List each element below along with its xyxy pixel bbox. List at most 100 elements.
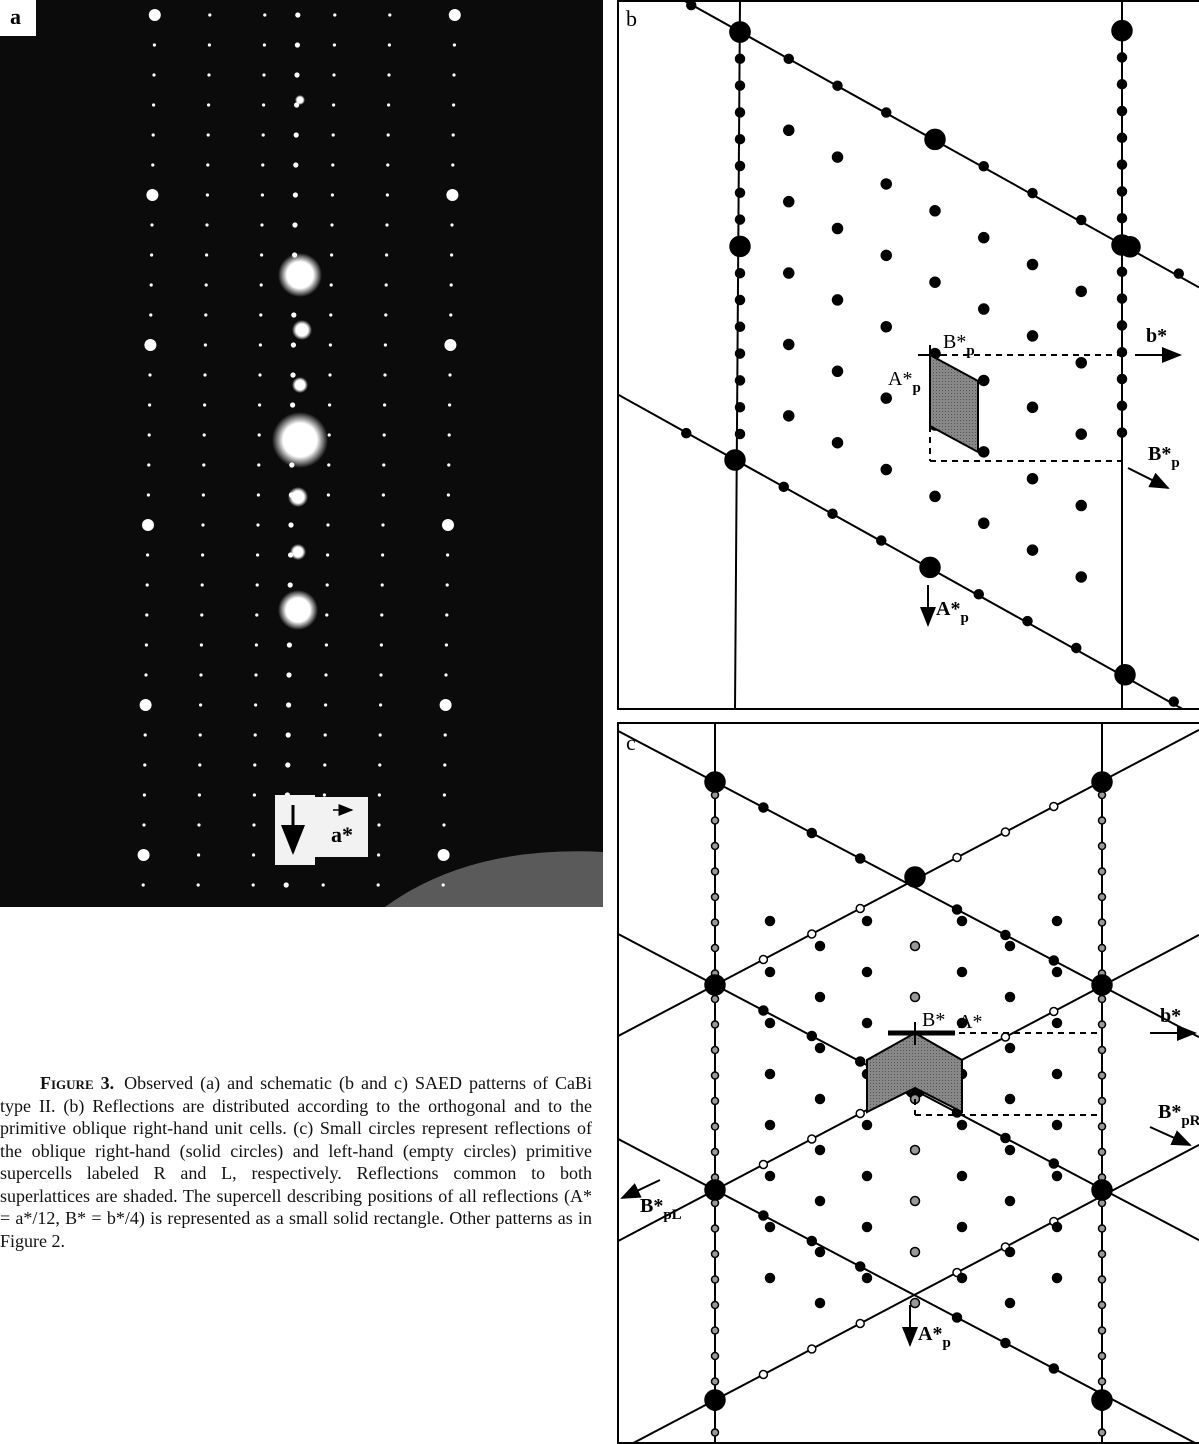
- reflection: [758, 802, 769, 813]
- spot: [325, 583, 329, 587]
- reflection: [710, 1275, 720, 1284]
- reflection: [1000, 1032, 1011, 1042]
- reflection: [1116, 373, 1128, 385]
- bright-spot: [295, 95, 305, 105]
- reflection: [1097, 1377, 1107, 1386]
- reflection: [1097, 1045, 1107, 1055]
- reflection: [710, 1045, 720, 1055]
- spot: [331, 163, 335, 167]
- spot: [205, 193, 209, 197]
- spot: [330, 253, 334, 257]
- spot: [261, 163, 265, 167]
- spot: [444, 643, 448, 647]
- spot: [196, 883, 200, 887]
- spot: [332, 43, 336, 47]
- spot: [259, 313, 263, 317]
- reflection: [734, 107, 746, 118]
- reflection: [758, 1210, 769, 1221]
- reflection: [783, 338, 795, 351]
- reflection: [909, 1144, 921, 1156]
- spot: [149, 313, 153, 317]
- reflection: [924, 128, 946, 151]
- spot: [328, 373, 332, 377]
- spot: [207, 103, 211, 107]
- spot: [444, 339, 457, 351]
- spot: [442, 793, 446, 797]
- label-sub: p: [1171, 455, 1179, 471]
- reflection: [704, 1389, 726, 1411]
- spot: [292, 192, 298, 198]
- reflection: [855, 903, 865, 914]
- reflection: [1097, 1249, 1107, 1259]
- reflection: [1116, 78, 1128, 90]
- label-main: A*: [918, 1323, 942, 1345]
- spot: [204, 283, 208, 287]
- reflection: [1091, 974, 1113, 996]
- primitive-cell: [929, 353, 979, 454]
- label-box: [0, 0, 36, 36]
- reflection: [956, 966, 968, 978]
- spot: [449, 283, 453, 287]
- reflection: [1116, 212, 1128, 224]
- spot: [199, 673, 203, 677]
- reflection: [758, 954, 769, 965]
- spot: [322, 793, 326, 797]
- reflection: [855, 1108, 865, 1119]
- arrow-box: [275, 795, 315, 865]
- label-main: A*: [888, 368, 912, 390]
- spot: [257, 433, 261, 437]
- reflection: [734, 80, 746, 91]
- reflection: [764, 1221, 776, 1233]
- reflection: [909, 1297, 921, 1309]
- reflection: [880, 392, 892, 404]
- spot: [148, 9, 161, 21]
- spot: [252, 823, 256, 827]
- reflection: [1097, 841, 1107, 851]
- spot: [287, 582, 293, 588]
- label-sub: pR: [1181, 1113, 1199, 1129]
- spot: [439, 699, 452, 711]
- spot: [380, 583, 384, 587]
- reflection: [1097, 1020, 1107, 1029]
- spot: [448, 9, 461, 21]
- caption-label: Figure 3.: [40, 1073, 115, 1093]
- reflection: [1116, 320, 1128, 331]
- label-main: B*: [1148, 443, 1171, 465]
- spot: [251, 883, 255, 887]
- spot: [330, 193, 334, 197]
- spot: [207, 73, 211, 77]
- reflection: [778, 481, 789, 493]
- reflection: [734, 53, 746, 65]
- reflection: [978, 303, 990, 315]
- label-sub: p: [912, 380, 920, 396]
- spot: [258, 403, 262, 407]
- vector-label: b*: [1146, 325, 1167, 347]
- spot: [379, 643, 383, 647]
- spot: [379, 703, 383, 707]
- reflection: [854, 1261, 866, 1272]
- reflection: [1097, 1147, 1107, 1157]
- spot: [449, 313, 453, 317]
- reflection: [1000, 1132, 1011, 1144]
- reflection: [904, 866, 926, 888]
- spot: [446, 493, 450, 497]
- spot: [446, 553, 450, 557]
- spot: [150, 253, 154, 257]
- spot: [450, 223, 454, 227]
- reflection: [1168, 696, 1179, 707]
- reflection: [929, 490, 941, 503]
- spot: [207, 43, 211, 47]
- reflection: [854, 853, 866, 864]
- spot: [201, 523, 205, 527]
- reflection: [1004, 1246, 1016, 1258]
- spot: [258, 373, 262, 377]
- spot: [142, 823, 146, 827]
- reflection: [1075, 571, 1087, 583]
- reflection: [1026, 544, 1039, 556]
- reflection: [783, 267, 795, 279]
- spot: [445, 583, 449, 587]
- schematic-b: b*B*pA*pB*pA*p: [617, 0, 1199, 710]
- spot: [383, 343, 387, 347]
